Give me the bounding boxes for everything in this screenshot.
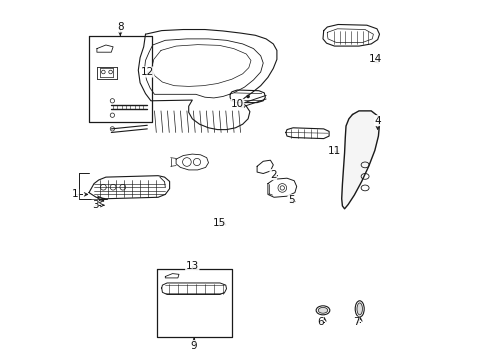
Circle shape	[246, 95, 249, 98]
Text: 3: 3	[92, 200, 98, 210]
Text: 7: 7	[352, 317, 359, 327]
Text: 14: 14	[368, 54, 382, 64]
Text: 11: 11	[327, 146, 341, 156]
Text: 9: 9	[190, 341, 197, 351]
Text: 15: 15	[212, 218, 225, 228]
Ellipse shape	[356, 303, 362, 315]
Ellipse shape	[318, 307, 327, 313]
Text: 13: 13	[185, 261, 199, 271]
Text: 2: 2	[269, 170, 276, 180]
Text: 10: 10	[230, 99, 244, 109]
Text: 12: 12	[141, 67, 154, 77]
Text: 4: 4	[374, 116, 380, 126]
Text: 1: 1	[72, 189, 79, 199]
Text: 8: 8	[117, 22, 123, 32]
Polygon shape	[341, 111, 379, 209]
Text: 6: 6	[316, 317, 323, 327]
Text: 5: 5	[287, 195, 294, 205]
